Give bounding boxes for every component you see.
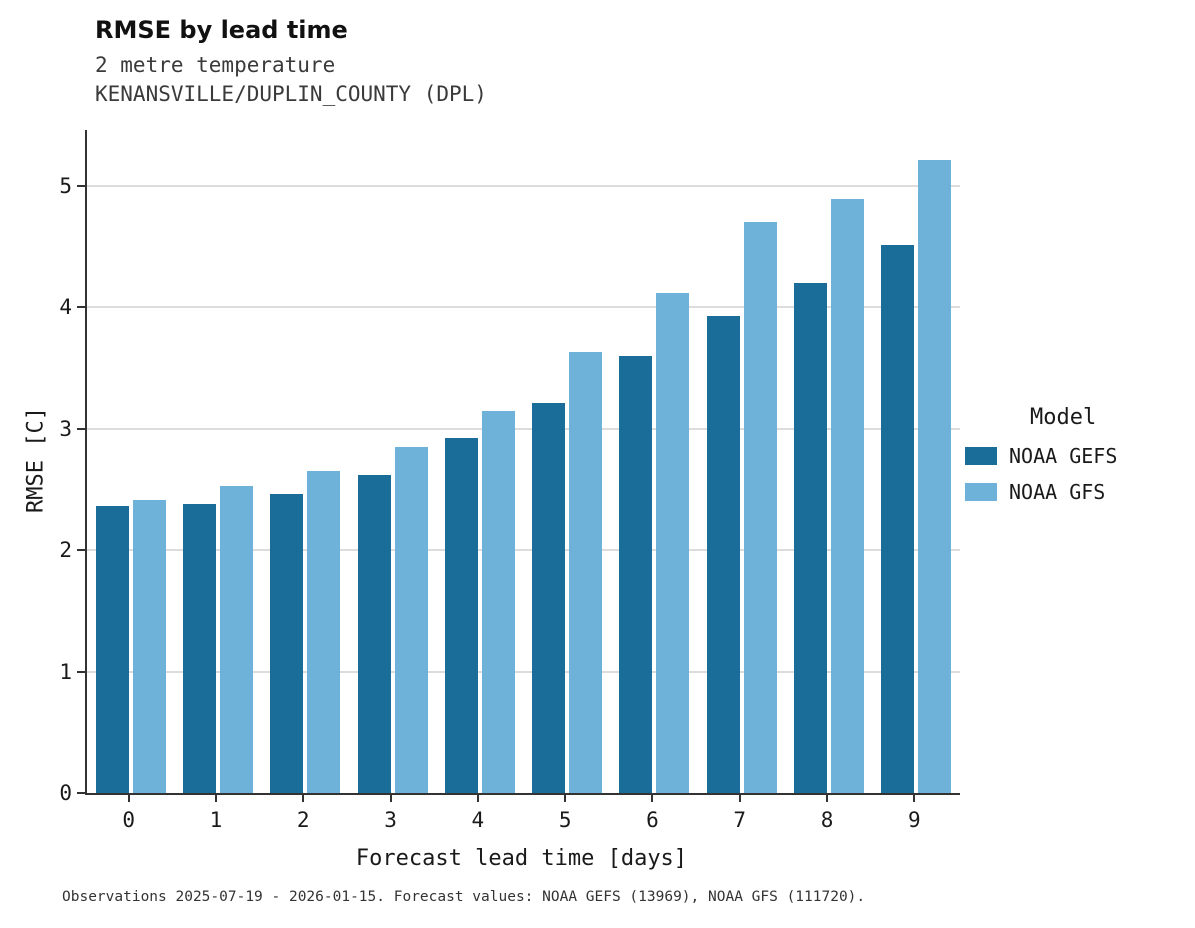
bar-noaa-gefs-day-5	[532, 403, 566, 793]
bar-noaa-gefs-day-6	[619, 355, 653, 793]
caption: Observations 2025-07-19 - 2026-01-15. Fo…	[62, 889, 866, 905]
legend-entry-noaa-gefs: NOAA GEFS	[965, 444, 1190, 468]
bar-noaa-gfs-day-6	[656, 292, 690, 793]
legend-entry-noaa-gfs: NOAA GFS	[965, 480, 1190, 504]
y-tick-label-4: 4	[59, 295, 72, 320]
bar-noaa-gfs-day-5	[569, 352, 603, 793]
x-tick-mark-3	[389, 795, 392, 802]
chart-subtitle-station: KENANSVILLE/DUPLIN_COUNTY (DPL)	[95, 82, 487, 106]
y-tick-mark-2	[77, 549, 85, 552]
bar-noaa-gfs-day-0	[132, 500, 166, 793]
legend: Model NOAA GEFS NOAA GFS	[965, 405, 1190, 516]
x-tick-mark-6	[651, 795, 654, 802]
bar-noaa-gefs-day-9	[881, 245, 915, 793]
x-axis-label: Forecast lead time [days]	[355, 846, 688, 871]
y-tick-mark-5	[77, 184, 85, 187]
y-tick-mark-4	[77, 306, 85, 309]
bar-noaa-gefs-day-7	[706, 315, 740, 793]
x-tick-mark-9	[913, 795, 916, 802]
y-tick-label-3: 3	[59, 416, 72, 441]
chart-title: RMSE by lead time	[95, 16, 348, 44]
bar-noaa-gefs-day-0	[95, 506, 129, 793]
x-tick-label-3: 3	[384, 808, 397, 832]
y-tick-label-2: 2	[59, 538, 72, 563]
y-tick-mark-1	[77, 670, 85, 673]
x-tick-label-6: 6	[646, 808, 659, 832]
gridline-2	[87, 549, 960, 552]
noaa-gefs-swatch	[965, 447, 997, 465]
x-tick-label-4: 4	[471, 808, 485, 832]
x-tick-mark-8	[826, 795, 829, 802]
legend-label: NOAA GFS	[1009, 480, 1106, 504]
gridline-5	[87, 184, 960, 187]
bar-noaa-gfs-day-9	[918, 160, 952, 793]
legend-label: NOAA GEFS	[1009, 444, 1118, 468]
bar-noaa-gefs-day-4	[444, 438, 478, 793]
x-tick-label-1: 1	[209, 808, 223, 832]
x-tick-mark-4	[476, 795, 479, 802]
x-tick-mark-2	[302, 795, 305, 802]
legend-title: Model	[1030, 405, 1097, 430]
noaa-gfs-swatch	[965, 483, 997, 501]
y-tick-label-1: 1	[59, 659, 72, 684]
plot-area	[85, 130, 960, 795]
x-tick-label-8: 8	[820, 808, 834, 832]
x-tick-label-2: 2	[296, 808, 310, 832]
bar-noaa-gfs-day-1	[219, 485, 253, 793]
gridline-4	[87, 306, 960, 309]
bar-noaa-gfs-day-7	[743, 222, 777, 793]
gridline-1	[87, 670, 960, 673]
y-tick-label-5: 5	[59, 173, 72, 198]
bar-noaa-gfs-day-3	[394, 446, 428, 793]
x-tick-mark-1	[214, 795, 217, 802]
x-tick-mark-7	[738, 795, 741, 802]
bar-noaa-gefs-day-2	[270, 494, 304, 793]
x-tick-label-0: 0	[122, 808, 135, 832]
bar-noaa-gfs-day-2	[307, 471, 341, 793]
legend-entries: NOAA GEFS NOAA GFS	[965, 444, 1190, 504]
x-tick-mark-0	[127, 795, 130, 802]
bar-noaa-gfs-day-8	[831, 199, 865, 793]
chart-subtitle-variable: 2 metre temperature	[95, 53, 336, 77]
x-tick-label-9: 9	[908, 808, 921, 832]
y-tick-mark-0	[77, 792, 85, 794]
bar-noaa-gefs-day-8	[794, 283, 828, 793]
x-tick-label-5: 5	[558, 808, 572, 832]
bar-noaa-gefs-day-1	[182, 504, 216, 793]
y-tick-label-0: 0	[59, 781, 72, 805]
y-tick-mark-3	[77, 427, 85, 430]
bar-noaa-gefs-day-3	[357, 474, 391, 793]
x-tick-label-7: 7	[733, 808, 747, 832]
gridline-3	[87, 427, 960, 430]
x-tick-mark-5	[564, 795, 567, 802]
bar-noaa-gfs-day-4	[481, 410, 515, 793]
